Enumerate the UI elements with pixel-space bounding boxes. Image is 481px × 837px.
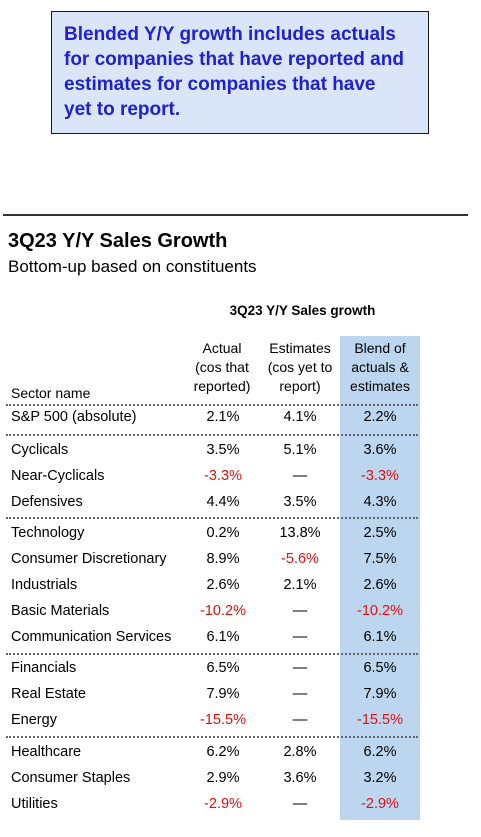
blend-cell: 6.1% bbox=[363, 629, 397, 645]
actual-cell: 8.9% bbox=[206, 551, 240, 567]
actual-cell: 2.1% bbox=[206, 409, 240, 425]
table-title: 3Q23 Y/Y Sales growth bbox=[229, 303, 376, 318]
sector-name-cell: Energy bbox=[11, 712, 57, 728]
sector-name-cell: Industrials bbox=[11, 577, 78, 593]
actual-cell: 6.2% bbox=[206, 744, 240, 760]
estimates-cell: — bbox=[292, 712, 308, 728]
table-row: Financials 6.5% — 6.5% bbox=[0, 657, 481, 681]
blend-cell: 4.3% bbox=[363, 494, 397, 510]
sector-name-cell: Near-Cyclicals bbox=[11, 468, 105, 484]
sector-name-cell: S&P 500 (absolute) bbox=[11, 409, 137, 425]
actual-cell: -2.9% bbox=[204, 796, 242, 812]
sector-name-cell: Financials bbox=[11, 660, 77, 676]
sector-name-cell: Defensives bbox=[11, 494, 83, 510]
estimates-cell: — bbox=[292, 796, 308, 812]
header-estimates: Estimates (cos yet to report) bbox=[267, 340, 333, 394]
blend-cell: 7.5% bbox=[363, 551, 397, 567]
blend-cell: -10.2% bbox=[357, 603, 403, 619]
callout-box: Blended Y/Y growth includes actuals for … bbox=[51, 11, 429, 134]
row-separator bbox=[6, 434, 418, 436]
blend-cell: 3.6% bbox=[363, 442, 397, 458]
sector-name-cell: Utilities bbox=[11, 796, 58, 812]
estimates-cell: -5.6% bbox=[281, 551, 319, 567]
section-rule bbox=[3, 214, 468, 216]
sector-name-cell: Real Estate bbox=[11, 686, 86, 702]
page-title: 3Q23 Y/Y Sales Growth bbox=[8, 230, 228, 252]
header-sector-name: Sector name bbox=[11, 385, 91, 401]
table-row: Energy -15.5% — -15.5% bbox=[0, 709, 481, 733]
sector-name-cell: Cyclicals bbox=[11, 442, 69, 458]
blend-cell: -15.5% bbox=[357, 712, 403, 728]
actual-cell: 6.5% bbox=[206, 660, 240, 676]
actual-cell: 6.1% bbox=[206, 629, 240, 645]
page-subtitle: Bottom-up based on constituents bbox=[8, 257, 257, 276]
estimates-cell: 5.1% bbox=[283, 442, 317, 458]
table-row: Industrials 2.6% 2.1% 2.6% bbox=[0, 574, 481, 598]
table-row: S&P 500 (absolute) 2.1% 4.1% 2.2% bbox=[0, 406, 481, 430]
actual-cell: 3.5% bbox=[206, 442, 240, 458]
blend-column-highlight bbox=[340, 336, 420, 820]
table-row: Consumer Staples 2.9% 3.6% 3.2% bbox=[0, 767, 481, 791]
row-separator bbox=[6, 404, 418, 406]
row-separator bbox=[6, 517, 418, 519]
sector-name-cell: Communication Services bbox=[11, 629, 172, 645]
blend-cell: 7.9% bbox=[363, 686, 397, 702]
header-blend: Blend of actuals & estimates bbox=[350, 340, 410, 394]
table-row: Technology 0.2% 13.8% 2.5% bbox=[0, 522, 481, 546]
table-row: Near-Cyclicals -3.3% — -3.3% bbox=[0, 465, 481, 489]
estimates-cell: 4.1% bbox=[283, 409, 317, 425]
estimates-cell: 2.8% bbox=[283, 744, 317, 760]
table-row: Defensives 4.4% 3.5% 4.3% bbox=[0, 491, 481, 515]
header-actual: Actual (cos that reported) bbox=[193, 340, 251, 394]
sector-name-cell: Consumer Discretionary bbox=[11, 551, 167, 567]
actual-cell: -15.5% bbox=[200, 712, 246, 728]
blend-cell: 2.5% bbox=[363, 525, 397, 541]
estimates-cell: 2.1% bbox=[283, 577, 317, 593]
sector-name-cell: Healthcare bbox=[11, 744, 82, 760]
estimates-cell: — bbox=[292, 468, 308, 484]
estimates-cell: 3.6% bbox=[283, 770, 317, 786]
actual-cell: -3.3% bbox=[204, 468, 242, 484]
actual-cell: 7.9% bbox=[206, 686, 240, 702]
blend-cell: 2.2% bbox=[363, 409, 397, 425]
blend-cell: -2.9% bbox=[361, 796, 399, 812]
sector-name-cell: Technology bbox=[11, 525, 85, 541]
row-separator bbox=[6, 736, 418, 738]
actual-cell: -10.2% bbox=[200, 603, 246, 619]
estimates-cell: — bbox=[292, 686, 308, 702]
blend-cell: 3.2% bbox=[363, 770, 397, 786]
table-row: Utilities -2.9% — -2.9% bbox=[0, 793, 481, 817]
estimates-cell: — bbox=[292, 603, 308, 619]
actual-cell: 0.2% bbox=[206, 525, 240, 541]
table-row: Cyclicals 3.5% 5.1% 3.6% bbox=[0, 439, 481, 463]
actual-cell: 4.4% bbox=[206, 494, 240, 510]
actual-cell: 2.6% bbox=[206, 577, 240, 593]
callout-text: Blended Y/Y growth includes actuals for … bbox=[64, 24, 404, 120]
estimates-cell: — bbox=[292, 660, 308, 676]
sector-name-cell: Basic Materials bbox=[11, 603, 110, 619]
row-separator bbox=[6, 653, 418, 655]
estimates-cell: 13.8% bbox=[279, 525, 321, 541]
blend-cell: 2.6% bbox=[363, 577, 397, 593]
table-row: Real Estate 7.9% — 7.9% bbox=[0, 683, 481, 707]
blend-cell: 6.2% bbox=[363, 744, 397, 760]
table-row: Healthcare 6.2% 2.8% 6.2% bbox=[0, 741, 481, 765]
estimates-cell: 3.5% bbox=[283, 494, 317, 510]
blend-cell: -3.3% bbox=[361, 468, 399, 484]
table-row: Consumer Discretionary 8.9% -5.6% 7.5% bbox=[0, 548, 481, 572]
blend-cell: 6.5% bbox=[363, 660, 397, 676]
sector-name-cell: Consumer Staples bbox=[11, 770, 131, 786]
table-row: Basic Materials -10.2% — -10.2% bbox=[0, 600, 481, 624]
estimates-cell: — bbox=[292, 629, 308, 645]
table-row: Communication Services 6.1% — 6.1% bbox=[0, 626, 481, 650]
actual-cell: 2.9% bbox=[206, 770, 240, 786]
